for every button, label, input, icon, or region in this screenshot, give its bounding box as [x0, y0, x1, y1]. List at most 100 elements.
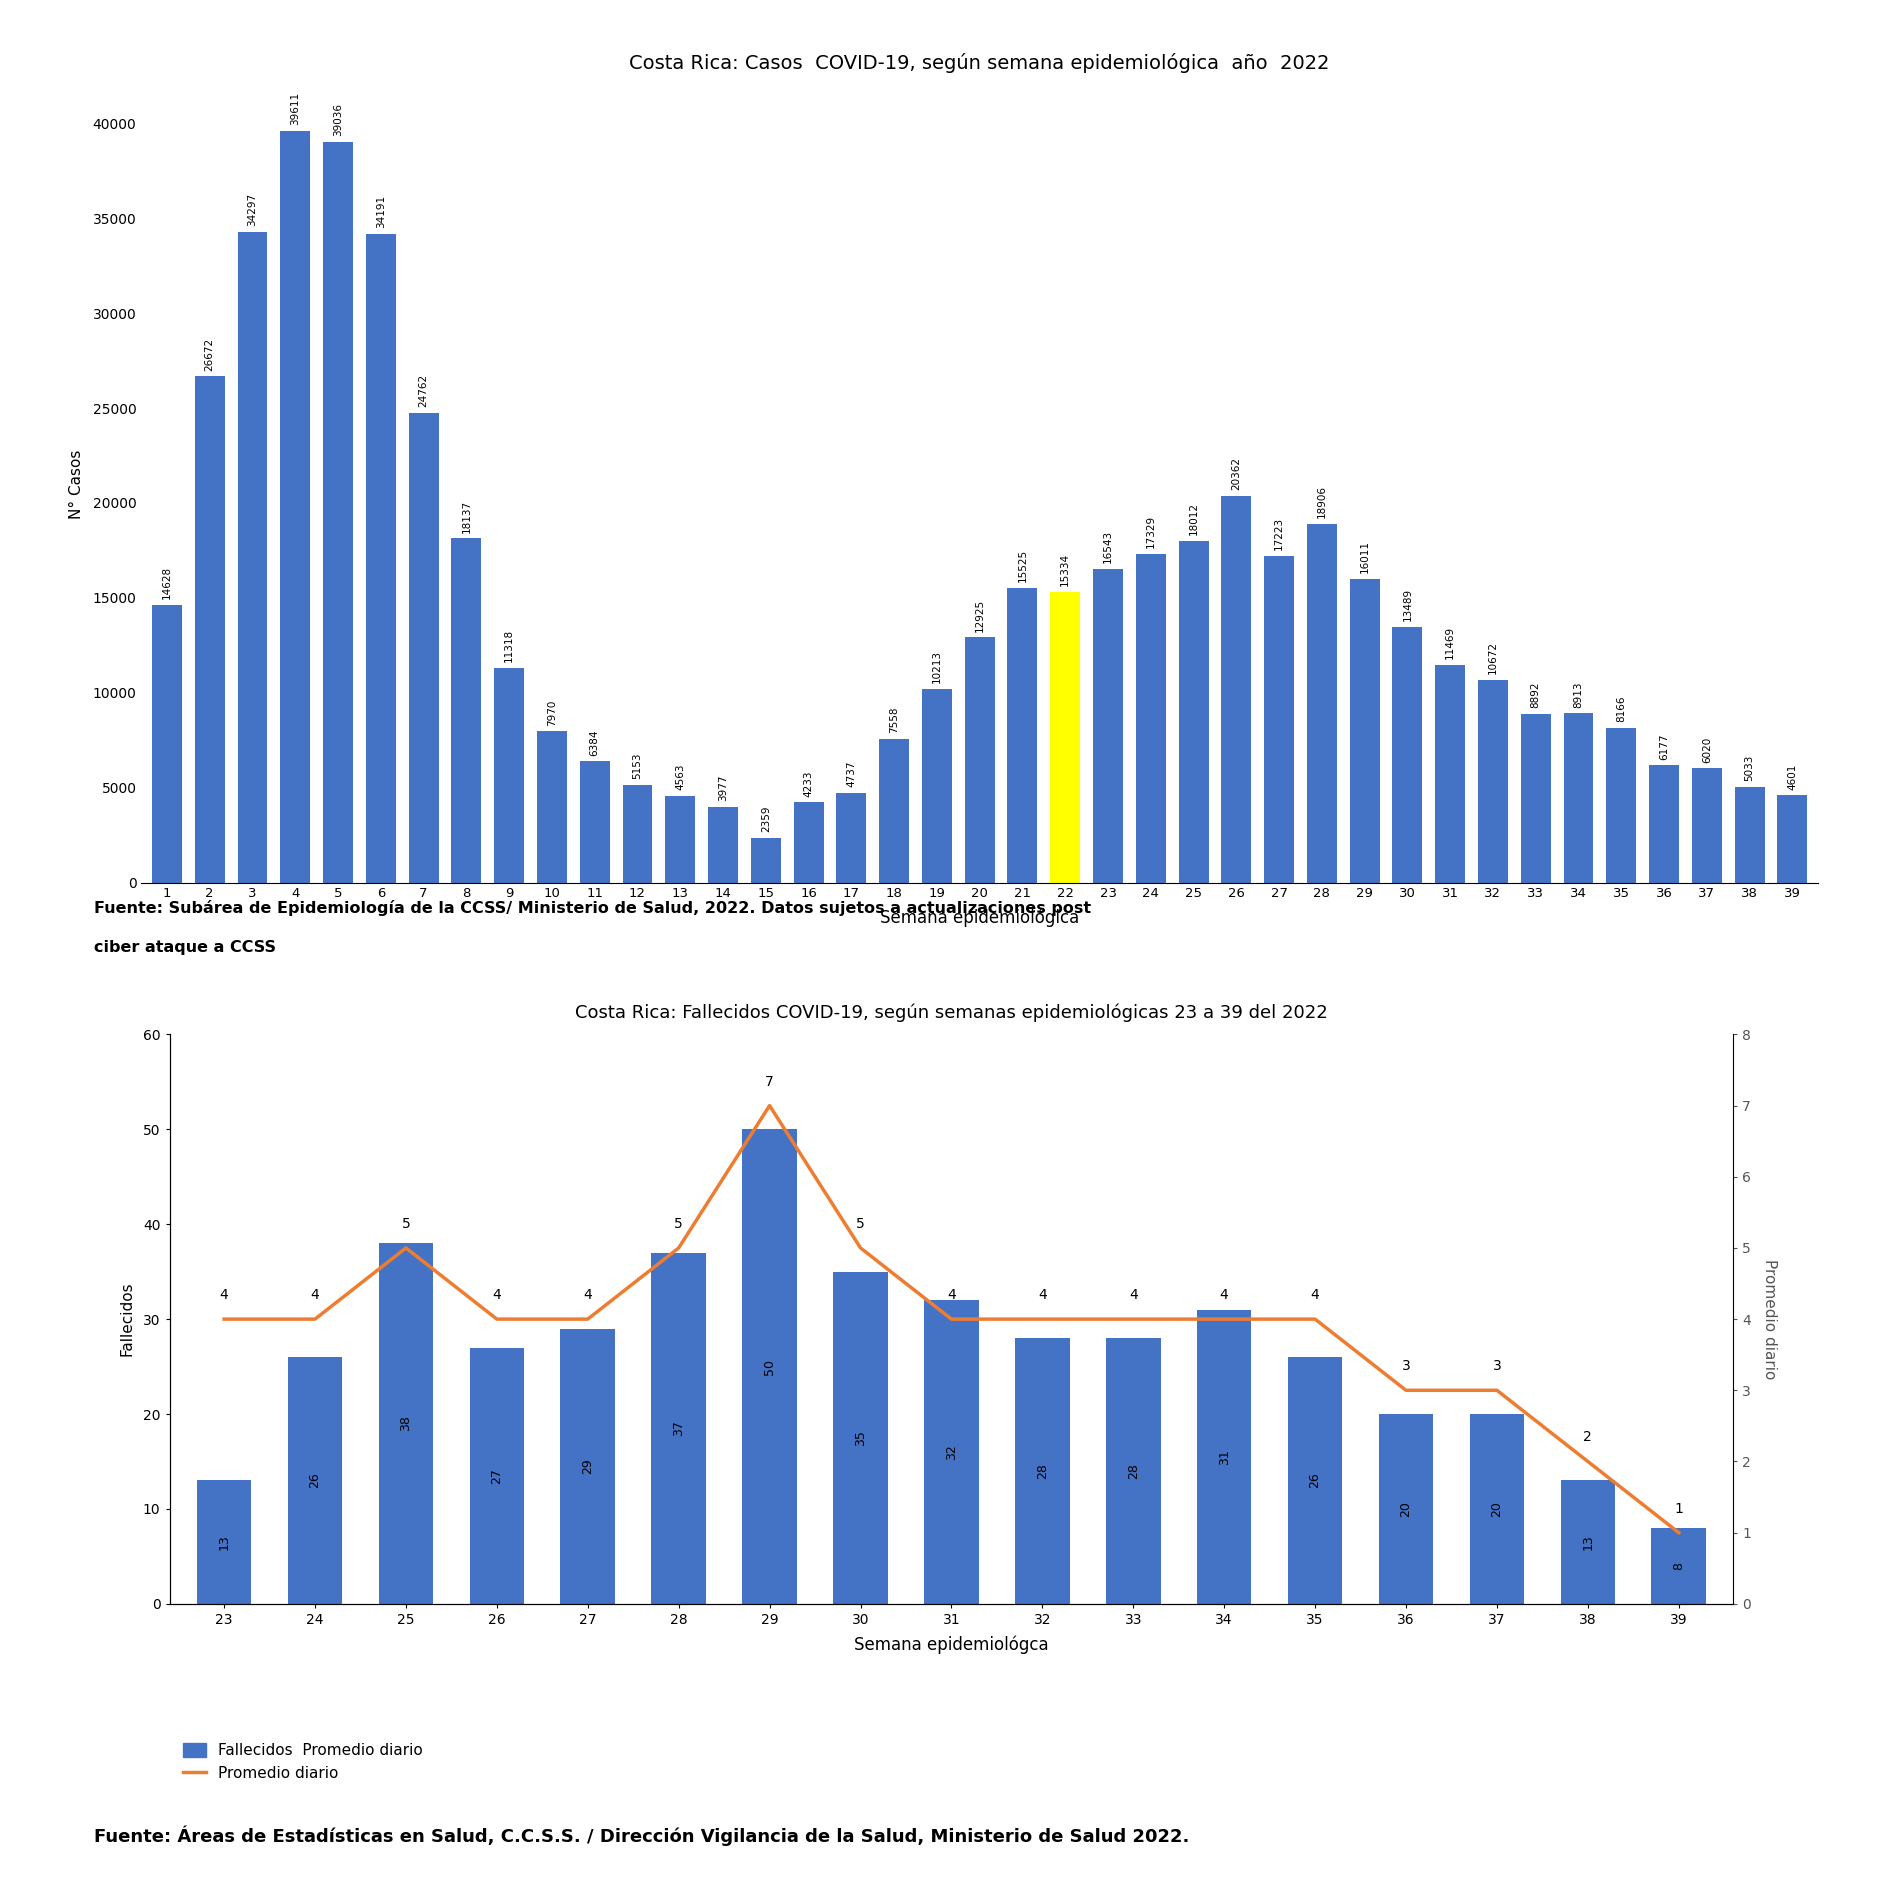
Bar — [665, 795, 695, 883]
Text: 5: 5 — [855, 1217, 865, 1232]
Text: 11469: 11469 — [1445, 626, 1454, 659]
Text: 15334: 15334 — [1061, 552, 1070, 586]
Bar — [1093, 569, 1123, 883]
Text: 26672: 26672 — [205, 338, 215, 370]
Text: 6177: 6177 — [1660, 733, 1669, 759]
Bar — [833, 1272, 887, 1604]
Text: Fuente: Áreas de Estadísticas en Salud, C.C.S.S. / Dirección Vigilancia de la Sa: Fuente: Áreas de Estadísticas en Salud, … — [94, 1826, 1189, 1847]
Text: 4: 4 — [311, 1289, 320, 1302]
Text: 5153: 5153 — [633, 754, 642, 778]
Bar — [742, 1129, 797, 1604]
Text: 18137: 18137 — [462, 499, 471, 533]
Text: 10213: 10213 — [933, 649, 942, 683]
Bar — [652, 1253, 706, 1604]
Bar — [708, 807, 739, 883]
Text: 2: 2 — [1583, 1431, 1592, 1444]
Text: 7970: 7970 — [546, 698, 558, 725]
Bar — [622, 784, 652, 883]
Y-axis label: Fallecidos: Fallecidos — [119, 1281, 134, 1357]
Bar — [1106, 1338, 1161, 1604]
Bar — [1607, 727, 1637, 883]
Text: 7: 7 — [765, 1074, 774, 1089]
Bar — [1221, 495, 1251, 883]
Text: 4563: 4563 — [674, 763, 686, 790]
Bar — [196, 1480, 251, 1604]
Text: 13489: 13489 — [1402, 588, 1413, 621]
Bar — [1379, 1414, 1434, 1604]
X-axis label: Semana epidemiológca: Semana epidemiológca — [853, 1636, 1049, 1653]
Bar — [409, 412, 439, 883]
Text: 4233: 4233 — [804, 771, 814, 797]
Text: 29: 29 — [582, 1458, 593, 1475]
Text: 34297: 34297 — [247, 194, 258, 226]
Bar — [1264, 556, 1294, 883]
Bar — [1289, 1357, 1341, 1604]
Bar — [194, 376, 224, 883]
Bar — [925, 1300, 978, 1604]
Bar — [494, 668, 524, 883]
Text: 8166: 8166 — [1616, 695, 1626, 721]
Bar — [365, 233, 396, 883]
Text: 4601: 4601 — [1788, 763, 1797, 790]
Text: 26: 26 — [1309, 1473, 1321, 1488]
Text: 4: 4 — [220, 1289, 228, 1302]
Text: 38: 38 — [399, 1416, 413, 1431]
Text: 5033: 5033 — [1745, 755, 1754, 782]
Text: 34191: 34191 — [375, 195, 386, 228]
Text: 4: 4 — [492, 1289, 501, 1302]
Text: 4: 4 — [1129, 1289, 1138, 1302]
Text: 11318: 11318 — [505, 628, 514, 662]
Text: 4: 4 — [1038, 1289, 1048, 1302]
Text: 20: 20 — [1400, 1501, 1413, 1517]
Bar — [1436, 664, 1466, 883]
Bar — [1692, 769, 1722, 883]
Text: 6384: 6384 — [590, 729, 599, 755]
Bar — [1560, 1480, 1615, 1604]
Legend: Fallecidos  Promedio diario, Promedio diario: Fallecidos Promedio diario, Promedio dia… — [177, 1737, 430, 1786]
Bar — [1520, 714, 1551, 883]
Bar — [1015, 1338, 1070, 1604]
Title: Costa Rica: Casos  COVID-19, según semana epidemiológica  año  2022: Costa Rica: Casos COVID-19, según semana… — [629, 53, 1330, 72]
Bar — [880, 738, 910, 883]
Text: 13: 13 — [219, 1534, 230, 1551]
Text: 24762: 24762 — [418, 374, 430, 406]
Bar — [561, 1329, 614, 1604]
Text: 35: 35 — [853, 1429, 867, 1446]
Text: 28: 28 — [1127, 1463, 1140, 1479]
Bar — [921, 689, 951, 883]
X-axis label: Semana epidemiológica: Semana epidemiológica — [880, 909, 1080, 928]
Bar — [1179, 541, 1208, 883]
Bar — [281, 131, 311, 883]
Bar — [1196, 1310, 1251, 1604]
Text: 4: 4 — [1311, 1289, 1319, 1302]
Text: 18906: 18906 — [1317, 486, 1326, 518]
Text: 17223: 17223 — [1274, 516, 1285, 550]
Text: 28: 28 — [1036, 1463, 1049, 1479]
Text: 50: 50 — [763, 1359, 776, 1374]
Bar — [452, 539, 480, 883]
Text: 5: 5 — [674, 1217, 684, 1232]
Text: 20362: 20362 — [1232, 457, 1242, 490]
Bar — [965, 638, 995, 883]
Text: 3: 3 — [1492, 1359, 1502, 1374]
Bar — [1777, 795, 1807, 883]
Bar — [1349, 579, 1379, 883]
Bar — [469, 1348, 524, 1604]
Bar — [1652, 1528, 1707, 1604]
Text: 32: 32 — [946, 1444, 957, 1460]
Text: 8892: 8892 — [1530, 681, 1541, 708]
Y-axis label: Promedio diario: Promedio diario — [1762, 1258, 1777, 1380]
Bar — [836, 793, 867, 883]
Bar — [752, 837, 780, 883]
Text: 12925: 12925 — [974, 598, 985, 632]
Bar — [1470, 1414, 1524, 1604]
Text: 4737: 4737 — [846, 761, 857, 788]
Text: 3: 3 — [1402, 1359, 1411, 1374]
Bar — [1008, 588, 1038, 883]
Text: Fuente: Subárea de Epidemiología de la CCSS/ Ministerio de Salud, 2022. Datos su: Fuente: Subárea de Epidemiología de la C… — [94, 900, 1091, 915]
Text: ciber ataque a CCSS: ciber ataque a CCSS — [94, 940, 277, 955]
Bar — [1392, 626, 1422, 883]
Y-axis label: N° Casos: N° Casos — [70, 450, 85, 518]
Bar — [580, 761, 610, 883]
Bar — [537, 731, 567, 883]
